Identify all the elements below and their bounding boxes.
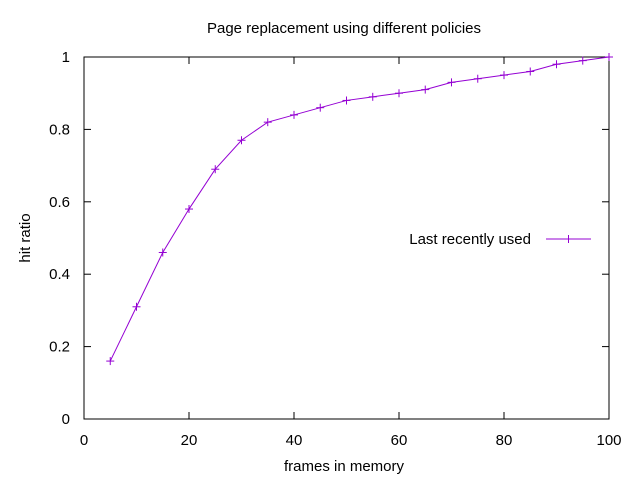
data-point <box>368 92 377 101</box>
legend: Last recently used <box>409 231 591 248</box>
y-tick-label: 1 <box>62 49 70 66</box>
data-point <box>263 118 272 127</box>
series-line <box>109 56 610 362</box>
data-point <box>185 205 193 214</box>
x-tick-label: 60 <box>391 432 408 449</box>
y-tick-label: 0 <box>62 411 70 428</box>
data-point <box>316 103 325 112</box>
x-tick-label: 20 <box>181 432 198 449</box>
x-axis-label: frames in memory <box>284 458 405 475</box>
data-point <box>578 56 587 65</box>
y-tick-label: 0.8 <box>49 121 70 138</box>
tick-labels: 0 20 40 60 80 100 0 0.2 0.4 0.6 0.8 1 <box>49 49 621 449</box>
x-tick-label: 40 <box>286 432 303 449</box>
data-point <box>211 165 220 174</box>
x-tick-label: 100 <box>596 432 621 449</box>
y-tick-label: 0.6 <box>49 194 70 211</box>
data-points <box>106 53 613 366</box>
y-tick-label: 0.2 <box>49 339 70 356</box>
legend-label: Last recently used <box>409 231 531 248</box>
x-tick-label: 0 <box>80 432 88 449</box>
legend-swatch-marker <box>564 235 573 243</box>
data-point <box>132 302 141 311</box>
data-point <box>552 60 561 69</box>
x-tick-label: 80 <box>496 432 513 449</box>
data-point <box>342 96 351 105</box>
data-point <box>421 85 430 94</box>
series-lines <box>109 56 610 362</box>
data-point <box>473 74 482 83</box>
data-point <box>500 71 508 80</box>
data-point <box>290 110 298 119</box>
data-point <box>237 136 246 145</box>
y-axis-label: hit ratio <box>17 213 34 262</box>
chart-title: Page replacement using different policie… <box>207 20 481 37</box>
data-point <box>447 78 456 87</box>
data-point <box>106 357 115 366</box>
data-point <box>526 67 535 76</box>
data-point <box>158 248 167 257</box>
data-point <box>605 53 613 61</box>
axes <box>83 56 610 420</box>
data-point <box>395 89 403 98</box>
plot-border <box>83 56 610 420</box>
y-tick-label: 0.4 <box>49 266 70 283</box>
